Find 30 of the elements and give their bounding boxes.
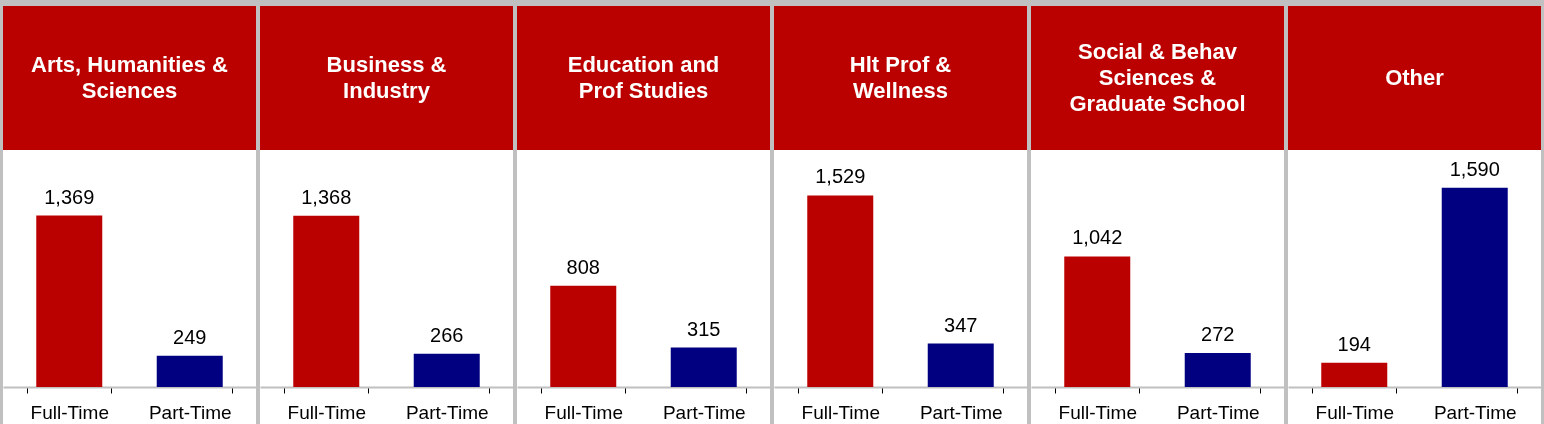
data-label: 1,042 bbox=[1072, 226, 1123, 249]
x-tick-label: Part-Time bbox=[662, 401, 746, 423]
x-tick-label: Full-Time bbox=[1058, 401, 1137, 423]
data-label: 1,590 bbox=[1449, 157, 1500, 180]
x-tick-label: Full-Time bbox=[1315, 401, 1394, 423]
x-tick-label: Part-Time bbox=[1176, 401, 1260, 423]
chart-title: Other bbox=[1288, 6, 1541, 150]
data-label: 315 bbox=[687, 317, 721, 340]
x-tick-label: Full-Time bbox=[544, 401, 623, 423]
x-tick-label: Full-Time bbox=[287, 401, 366, 423]
x-tick-label: Part-Time bbox=[148, 401, 232, 423]
chart-title: Hlt Prof & Wellness bbox=[774, 6, 1027, 150]
data-label: 272 bbox=[1201, 322, 1235, 345]
data-label: 194 bbox=[1337, 332, 1371, 355]
x-tick-label: Full-Time bbox=[801, 401, 880, 423]
data-label: 347 bbox=[944, 313, 978, 336]
data-label: 1,529 bbox=[815, 165, 866, 188]
x-tick-label: Full-Time bbox=[30, 401, 109, 423]
data-label: 808 bbox=[566, 255, 600, 278]
chart-title: Arts, Humanities & Sciences bbox=[3, 6, 256, 150]
x-tick-label: Part-Time bbox=[919, 401, 1003, 423]
data-label: 249 bbox=[173, 325, 207, 348]
data-label: 1,369 bbox=[44, 185, 95, 208]
x-tick-label: Part-Time bbox=[405, 401, 489, 423]
chart-title: Education and Prof Studies bbox=[517, 6, 770, 150]
x-tick-label: Part-Time bbox=[1433, 401, 1517, 423]
chart-title: Social & Behav Sciences & Graduate School bbox=[1031, 6, 1284, 150]
data-label: 266 bbox=[430, 323, 464, 346]
chart-title: Business & Industry bbox=[260, 6, 513, 150]
data-label: 1,368 bbox=[301, 185, 352, 208]
